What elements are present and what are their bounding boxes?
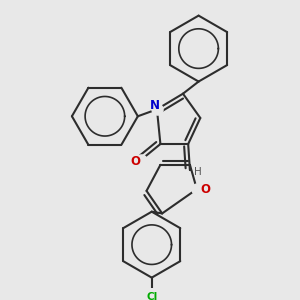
Text: Cl: Cl [146, 292, 158, 300]
Text: O: O [130, 155, 140, 168]
Text: O: O [200, 183, 211, 196]
Text: H: H [194, 167, 201, 177]
Text: N: N [150, 99, 160, 112]
